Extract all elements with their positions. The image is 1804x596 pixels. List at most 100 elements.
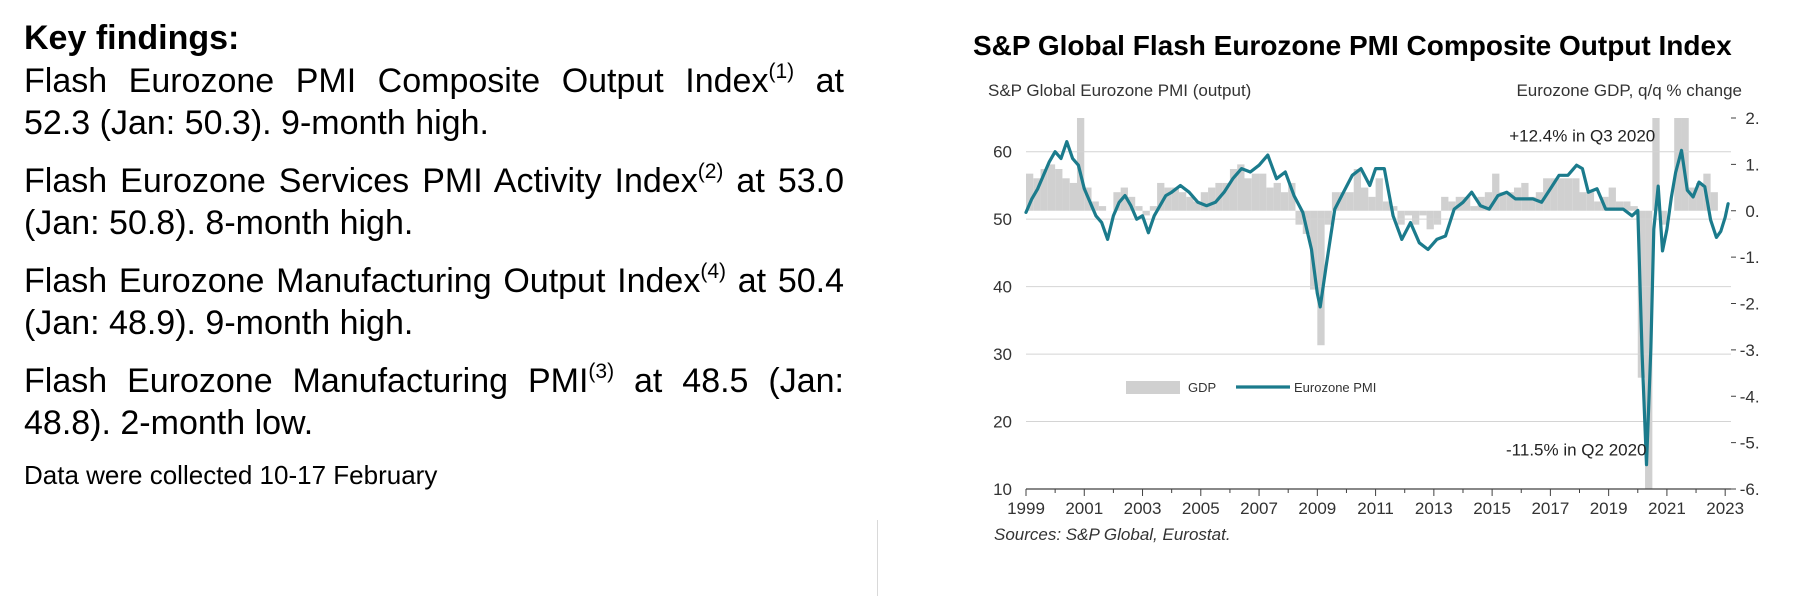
x-tick-label: 2009 <box>1298 499 1336 518</box>
y-left-tick-label: 60 <box>993 143 1012 162</box>
x-tick-label: 2007 <box>1240 499 1278 518</box>
gdp-bar <box>1076 118 1085 211</box>
gdp-bar <box>1572 178 1580 211</box>
gdp-bar <box>1375 178 1383 211</box>
key-findings-panel: Key findings: Flash Eurozone PMI Composi… <box>24 18 844 491</box>
gdp-bar <box>1295 210 1303 225</box>
gdp-bar <box>1484 192 1493 211</box>
gdp-bar <box>1288 182 1296 211</box>
gdp-bar <box>1710 192 1718 211</box>
gdp-bar <box>1506 192 1514 211</box>
finding-text: Flash Eurozone Services PMI Activity Ind… <box>24 162 698 200</box>
gdp-bar <box>1259 173 1267 211</box>
gdp-bar <box>1608 187 1616 211</box>
x-tick-label: 2023 <box>1706 499 1744 518</box>
gdp-bar <box>1659 210 1667 225</box>
gdp-bar <box>1171 187 1179 211</box>
gdp-bar <box>1157 182 1165 211</box>
y-right-tick-label: -3.0 <box>1740 341 1760 360</box>
gdp-bar <box>1433 210 1442 225</box>
finding-manufacturing-output: Flash Eurozone Manufacturing Output Inde… <box>24 260 844 344</box>
y-right-tick-label: 2.0 <box>1745 109 1760 128</box>
footnote-marker: (2) <box>697 160 724 183</box>
gdp-bar <box>1229 169 1238 211</box>
finding-text: Flash Eurozone Manufacturing PMI <box>24 362 589 400</box>
finding-manufacturing-pmi: Flash Eurozone Manufacturing PMI(3) at 4… <box>24 360 844 444</box>
y-left-tick-label: 30 <box>993 345 1012 364</box>
gdp-bar <box>1266 187 1274 211</box>
gdp-bar <box>1047 164 1056 211</box>
key-findings-title: Key findings: <box>24 19 240 57</box>
gdp-bar <box>1251 173 1260 211</box>
finding-composite: Flash Eurozone PMI Composite Output Inde… <box>24 60 844 144</box>
gdp-bar <box>1630 206 1638 211</box>
chart-labels: 1999 2001 2003 2005 2007 2009 2011 2013 2015 2017… <box>988 81 1760 544</box>
finding-value: at 53.0 (Jan: 50.8). 8-month high. <box>24 162 844 242</box>
gdp-bar <box>1462 196 1471 211</box>
chart-title: S&P Global Flash Eurozone PMI Composite … <box>973 30 1732 61</box>
gdp-bar <box>1477 196 1485 211</box>
gdp-bar <box>1193 201 1201 211</box>
gdp-bar <box>1062 178 1070 211</box>
gdp-bar <box>1579 192 1587 211</box>
x-tick-label: 2013 <box>1415 499 1453 518</box>
y-right-tick-label: -2.0 <box>1740 295 1760 314</box>
gdp-bar <box>1310 210 1318 290</box>
x-tick-label: 2017 <box>1531 499 1569 518</box>
gdp-bar <box>1696 182 1704 211</box>
footnote-marker: (3) <box>588 360 615 383</box>
annotation: -11.5% in Q2 2020 <box>1506 440 1647 459</box>
y-right-tick-label: 1.0 <box>1745 155 1760 174</box>
gdp-bar <box>1441 196 1449 211</box>
x-tick-label: 2021 <box>1648 499 1686 518</box>
gdp-bar <box>1164 187 1172 211</box>
gdp-bar <box>1033 178 1041 211</box>
gdp-bar <box>1208 187 1216 211</box>
source-note: Sources: S&P Global, Eurostat. <box>994 525 1231 544</box>
gdp-bar <box>1652 118 1660 211</box>
x-tick-label: 2005 <box>1182 499 1220 518</box>
y-right-tick-label: -4.0 <box>1740 387 1760 406</box>
gdp-bar <box>1149 206 1158 211</box>
gdp-bar <box>1615 201 1624 211</box>
gdp-bar <box>1361 187 1369 211</box>
x-tick-label: 2011 <box>1357 499 1394 518</box>
legend-gdp-label: GDP <box>1188 380 1216 395</box>
gdp-bar <box>1645 210 1653 489</box>
y-right-tick-label: -6.0 <box>1740 480 1760 499</box>
collection-note: Data were collected 10-17 February <box>24 460 438 490</box>
gdp-bar <box>1623 201 1631 211</box>
gdp-bar <box>1528 196 1536 211</box>
gdp-bar <box>1339 192 1347 211</box>
y-left-tick-label: 50 <box>993 210 1012 229</box>
y-left-tick-label: 10 <box>993 480 1012 499</box>
gdp-bar <box>1317 210 1325 346</box>
finding-value: at 52.3 (Jan: 50.3). 9-month high. <box>24 62 844 142</box>
gdp-bar <box>1324 210 1332 225</box>
legend-pmi-label: Eurozone PMI <box>1294 380 1376 395</box>
gdp-bar <box>1091 201 1099 211</box>
gdp-bar <box>1055 169 1063 211</box>
gdp-bar <box>1499 192 1507 211</box>
gdp-bar <box>1200 192 1209 211</box>
gdp-bar <box>1419 210 1427 216</box>
gdp-bar <box>1069 182 1077 211</box>
annotation: +12.4% in Q3 2020 <box>1509 127 1655 146</box>
gdp-bar <box>1448 201 1456 211</box>
y-left-axis-title: S&P Global Eurozone PMI (output) <box>988 81 1251 100</box>
gdp-bar <box>1113 192 1121 211</box>
gdp-bar <box>1586 192 1595 211</box>
gdp-bar <box>1521 182 1529 211</box>
pmi-line-layer <box>1024 139 1730 467</box>
gdp-bar <box>1397 210 1405 225</box>
gdp-bar <box>1040 169 1048 211</box>
finding-value: at 50.4 (Jan: 48.9). 9-month high. <box>24 262 844 342</box>
footnote-marker: (4) <box>700 260 726 283</box>
gdp-bar <box>1564 178 1573 211</box>
y-right-tick-label: -1.0 <box>1740 248 1760 267</box>
y-right-tick-label: 0.0 <box>1745 202 1760 221</box>
gdp-bar <box>1098 206 1107 211</box>
gdp-bar <box>1237 164 1245 211</box>
pmi-chart: 1999 2001 2003 2005 2007 2009 2011 2013 2015 2017… <box>988 81 1760 544</box>
y-right-axis-title: Eurozone GDP, q/q % change <box>1516 81 1742 100</box>
